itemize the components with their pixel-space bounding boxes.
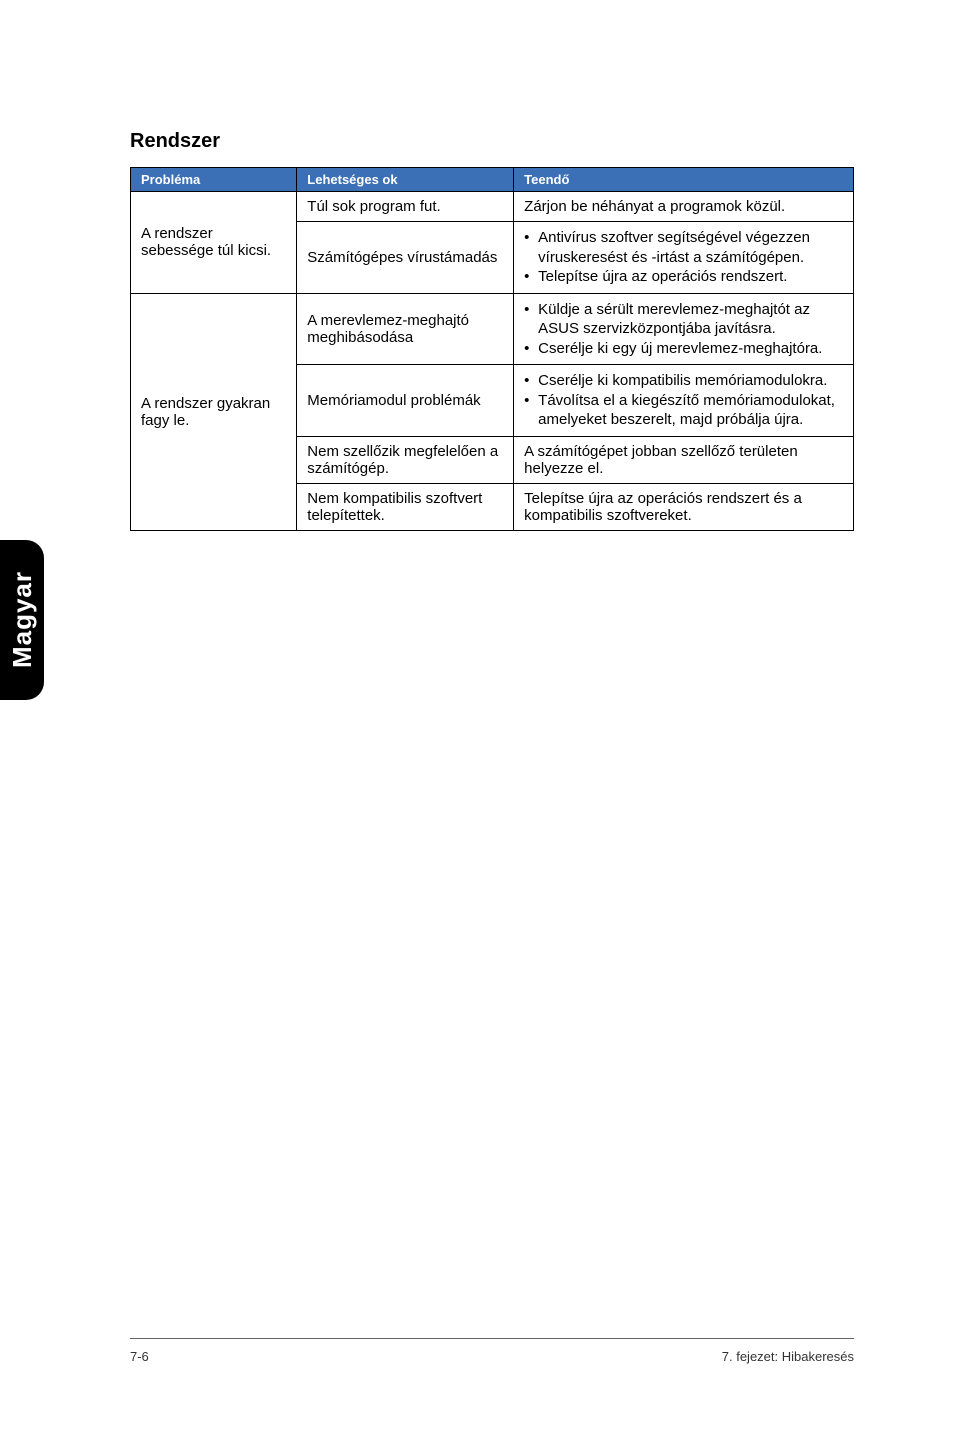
col-action: Teendő <box>514 168 854 192</box>
cell-cause: A merevlemez-meghajtó meghibásodása <box>297 293 514 365</box>
table-row: A rendszer gyakran fagy le. A merevlemez… <box>131 293 854 365</box>
list-item: Telepítse újra az operációs rendszert. <box>524 267 843 287</box>
cell-problem: A rendszer sebessége túl kicsi. <box>131 192 297 294</box>
cell-action: A számítógépet jobban szellőző területen… <box>514 436 854 483</box>
col-problem: Probléma <box>131 168 297 192</box>
table-row: A rendszer sebessége túl kicsi. Túl sok … <box>131 192 854 222</box>
cell-action: Cserélje ki kompatibilis memóriamodulokr… <box>514 365 854 437</box>
list-item: Cserélje ki egy új merevlemez-meghajtóra… <box>524 339 843 359</box>
cell-cause: Számítógépes vírustámadás <box>297 222 514 294</box>
chapter-label: 7. fejezet: Hibakeresés <box>722 1349 854 1364</box>
page-number: 7-6 <box>130 1349 149 1364</box>
troubleshooting-table: Probléma Lehetséges ok Teendő A rendszer… <box>130 167 854 531</box>
section-heading: Rendszer <box>130 130 854 153</box>
cell-action: Zárjon be néhányat a programok közül. <box>514 192 854 222</box>
action-list: Cserélje ki kompatibilis memóriamodulokr… <box>524 371 843 430</box>
cell-cause: Nem szellőzik megfelelően a számítógép. <box>297 436 514 483</box>
list-item: Távolítsa el a kiegészítő memóriamodulok… <box>524 391 843 430</box>
cell-action: Küldje a sérült merevlemez-meghajtót az … <box>514 293 854 365</box>
list-item: Antivírus szoftver segítségével végezzen… <box>524 228 843 267</box>
cell-cause: Nem kompatibilis szoftvert telepítettek. <box>297 483 514 530</box>
table-header-row: Probléma Lehetséges ok Teendő <box>131 168 854 192</box>
cell-action: Antivírus szoftver segítségével végezzen… <box>514 222 854 294</box>
page-footer: 7-6 7. fejezet: Hibakeresés <box>0 1338 954 1364</box>
cell-cause: Memóriamodul problémák <box>297 365 514 437</box>
cell-cause: Túl sok program fut. <box>297 192 514 222</box>
side-tab-label: Magyar <box>7 571 38 668</box>
cell-action: Telepítse újra az operációs rendszert és… <box>514 483 854 530</box>
page-content: Rendszer Probléma Lehetséges ok Teendő A… <box>0 0 954 531</box>
action-list: Antivírus szoftver segítségével végezzen… <box>524 228 843 287</box>
col-cause: Lehetséges ok <box>297 168 514 192</box>
side-tab: Magyar <box>0 540 44 700</box>
list-item: Cserélje ki kompatibilis memóriamodulokr… <box>524 371 843 391</box>
footer-divider <box>130 1338 854 1339</box>
footer-row: 7-6 7. fejezet: Hibakeresés <box>130 1349 854 1364</box>
cell-problem: A rendszer gyakran fagy le. <box>131 293 297 530</box>
list-item: Küldje a sérült merevlemez-meghajtót az … <box>524 300 843 339</box>
action-list: Küldje a sérült merevlemez-meghajtót az … <box>524 300 843 359</box>
